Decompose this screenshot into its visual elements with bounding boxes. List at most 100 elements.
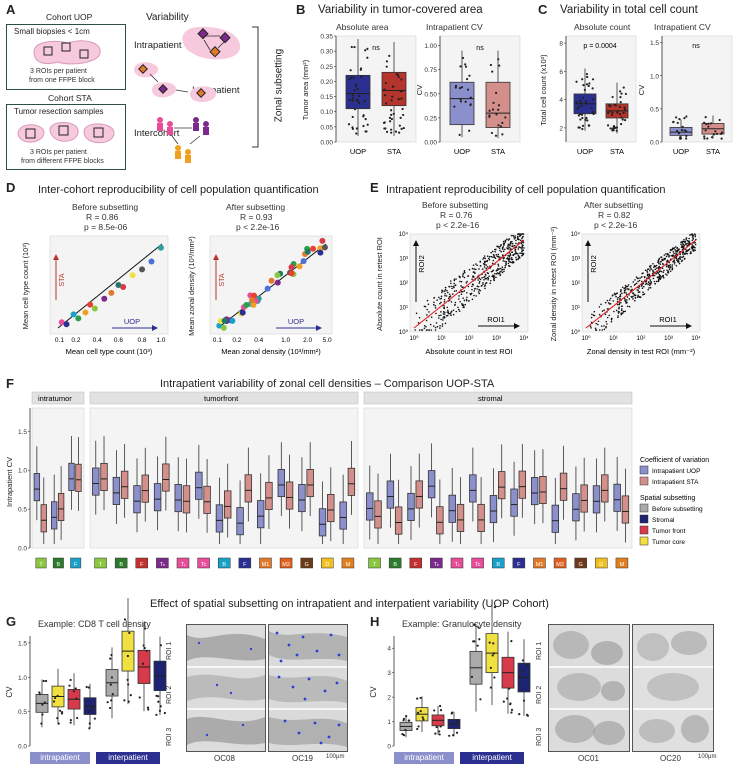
c-sta-point (616, 111, 619, 114)
d-after-point (264, 285, 271, 292)
e-after-point (683, 246, 685, 248)
e-after-point (649, 284, 651, 287)
e-before-point (481, 276, 483, 279)
d-right-xtick: 1.0 (281, 337, 290, 344)
f-celltype-chip (114, 557, 128, 569)
e-before-point (444, 294, 446, 297)
f-sta-box (374, 500, 382, 529)
f-sta-box (498, 471, 506, 500)
panel-d-after-p: p < 2.2e-16 (236, 222, 280, 232)
e-after-point (655, 267, 658, 269)
e-before-point (472, 264, 475, 266)
f-y-tick-label: 1.5 (18, 429, 27, 436)
sta-block: from different FFPE blocks (21, 158, 104, 165)
c-right-y-tick-label: 1.5 (650, 40, 659, 47)
e-after-point (601, 310, 604, 312)
e-after-point (603, 325, 605, 327)
intrapatient-label: Intrapatient (134, 40, 182, 51)
d-right-xtick: 5.0 (323, 337, 332, 344)
e-before-point (515, 251, 517, 254)
e-before-point (449, 295, 452, 297)
g-box-point (72, 690, 76, 693)
f-sta-box (120, 470, 129, 499)
b-xcat: UOP (454, 147, 470, 156)
g-y-tick-label: 1.5 (18, 640, 27, 647)
e-before-point (482, 281, 484, 284)
e-after-point (694, 249, 697, 252)
h-box-point (402, 734, 406, 737)
e-before-point (430, 329, 433, 331)
e-before-point (444, 286, 447, 289)
e-before-point (504, 260, 506, 263)
e-after-point (659, 260, 662, 263)
e-after-point (687, 240, 690, 243)
e-after-point (632, 298, 634, 300)
e-after-point (593, 314, 596, 317)
e-before-point (496, 269, 499, 271)
b-right-y-tick-label: 0.00 (424, 140, 437, 147)
e-before-point (491, 250, 494, 253)
c-uop-point (584, 102, 587, 105)
e-before-point (507, 247, 509, 250)
e-before-point (475, 263, 477, 265)
panel-h-chart: 0 1 2 3 4 CV (369, 601, 531, 751)
c-sta-point (610, 113, 614, 116)
e-before-point (504, 264, 507, 267)
b-sta-point (400, 127, 403, 130)
e-after-point (655, 280, 658, 283)
e-after-point (683, 257, 686, 260)
d-before-point (75, 315, 82, 322)
g-box-point (69, 721, 72, 724)
e-after-point (622, 312, 624, 314)
e-before-point (458, 310, 461, 312)
d-after-point (274, 279, 281, 286)
e-after-point (671, 254, 674, 257)
d-after-sta-label: STA (219, 273, 226, 286)
b-uop-cv-point (460, 86, 464, 89)
f-celltype-chip (94, 557, 107, 569)
cohort-sta-title: Cohort STA (48, 93, 92, 103)
b-right-ylabel: CV (415, 85, 424, 95)
e-after-point (616, 303, 619, 306)
b-uop-point (365, 130, 368, 133)
b-sta-point (384, 81, 387, 85)
e-before-point (501, 269, 503, 271)
e-after-point (630, 285, 632, 288)
panel-g-micrograph-oc08 (186, 624, 266, 752)
h-box-point (473, 623, 476, 626)
e-before-point (511, 258, 514, 261)
e-before-point (461, 304, 464, 307)
c-sta-point (611, 95, 614, 99)
e-before-point (452, 285, 455, 288)
c-left-y-tick-label: 8 (559, 41, 563, 48)
e-before-point (441, 325, 444, 327)
e-after-point (690, 233, 692, 236)
e-before-point (426, 329, 429, 331)
e-before-point (521, 236, 524, 238)
e-after-point (644, 269, 647, 272)
e-before-point (487, 278, 489, 281)
e-before-point (492, 256, 494, 259)
e-after-point (593, 310, 596, 313)
e-after-point (677, 261, 679, 263)
e-after-point (637, 280, 639, 283)
e-before-point (491, 262, 494, 265)
e-before-point (480, 285, 483, 287)
g-box-point (85, 685, 88, 689)
d-after-point (221, 317, 228, 324)
c-sta-cv-point (720, 137, 723, 140)
g-box-point (54, 696, 57, 700)
h-box-point (476, 644, 479, 647)
b-uop-point (356, 87, 359, 91)
f-celltype-label: F (74, 562, 78, 568)
c-uop-point (577, 126, 580, 129)
e-after-point (663, 254, 666, 256)
e-before-point (501, 266, 504, 268)
c-uop-point (577, 106, 580, 109)
c-uop-point (591, 111, 594, 114)
d-after-point (296, 263, 303, 270)
f-celltype-chip (176, 557, 190, 569)
e-after-point (676, 251, 679, 253)
c-right-y-tick-label: 0.5 (650, 106, 659, 113)
e-after-xtick: 10⁴ (691, 335, 701, 342)
